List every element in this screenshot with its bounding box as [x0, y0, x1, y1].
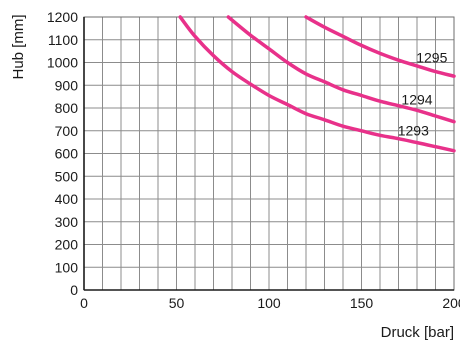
y-tick-label: 200 [55, 237, 79, 253]
y-tick-label: 800 [55, 100, 79, 116]
y-axis-label: Hub [mm] [10, 14, 27, 79]
y-tick-label: 1100 [48, 32, 78, 48]
y-tick-label: 1000 [47, 55, 78, 71]
y-tick-label: 100 [55, 259, 79, 275]
x-tick-labels: 0 50 100 150 200 [80, 295, 460, 311]
x-axis-label: Druck [bar] [381, 324, 454, 341]
series-line-1293 [178, 15, 456, 153]
series-label-1294: 1294 [401, 92, 432, 108]
x-tick-label: 100 [257, 295, 281, 311]
y-tick-label: 700 [55, 123, 79, 139]
y-tick-label: 600 [55, 146, 79, 162]
x-tick-label: 0 [80, 295, 88, 311]
x-tick-label: 50 [169, 295, 185, 311]
y-tick-label: 300 [55, 214, 79, 230]
grid [84, 17, 454, 290]
y-tick-label: 0 [70, 282, 78, 298]
y-tick-label: 900 [55, 77, 79, 93]
x-tick-label: 150 [350, 295, 374, 311]
series-label-1295: 1295 [416, 50, 447, 66]
y-tick-label: 1200 [47, 9, 78, 25]
series-label-1293: 1293 [398, 122, 429, 138]
series-line-1295 [304, 15, 456, 78]
series-line-1294 [226, 15, 456, 124]
plot-frame [83, 16, 455, 291]
x-tick-label: 200 [442, 295, 460, 311]
series-labels: 1295 1294 1293 [398, 50, 448, 139]
series-lines [178, 15, 456, 153]
y-tick-label: 400 [55, 191, 79, 207]
y-tick-labels: 0 100 200 300 400 500 600 700 800 900 1000 1100 1200 [47, 9, 78, 298]
y-tick-label: 500 [55, 168, 79, 184]
